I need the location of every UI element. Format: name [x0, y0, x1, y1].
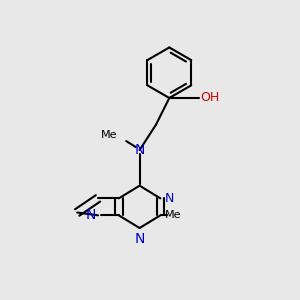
Text: N: N: [86, 208, 97, 222]
Text: N: N: [134, 232, 145, 247]
Text: Me: Me: [101, 130, 117, 140]
Text: N: N: [134, 143, 145, 157]
Text: Me: Me: [165, 210, 181, 220]
Text: OH: OH: [200, 92, 220, 104]
Text: N: N: [165, 192, 174, 205]
